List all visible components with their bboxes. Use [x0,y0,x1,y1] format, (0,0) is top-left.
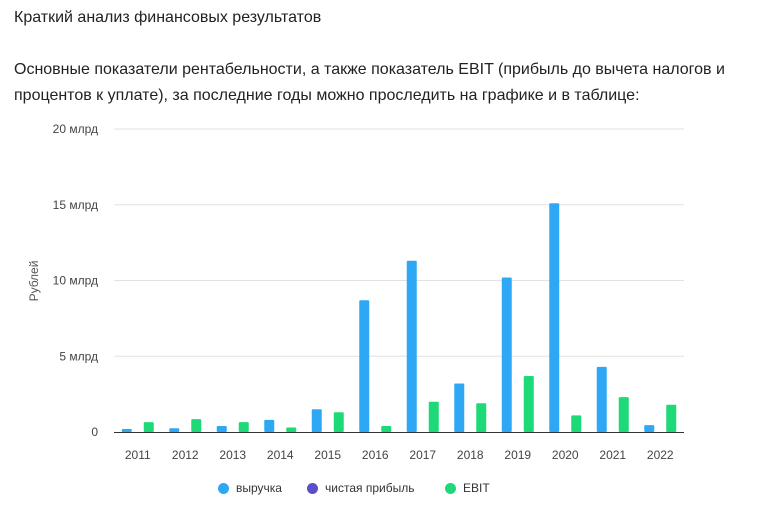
x-tick-label: 2018 [457,448,484,462]
bar-revenue [501,277,512,432]
bar-revenue [596,366,607,432]
bar-ebit [143,422,154,432]
bar-ebit [523,375,534,432]
bar-ebit [191,419,202,432]
y-tick-label: 5 млрд [59,349,98,363]
legend-label: чистая прибыль [325,481,415,495]
bar-revenue [311,409,322,432]
legend-swatch [307,482,318,494]
bar-revenue [264,419,275,432]
bar-revenue [359,300,370,432]
y-tick-label: 0 [91,425,98,439]
y-tick-label: 15 млрд [53,198,98,212]
legend-swatch [218,482,229,494]
bars [121,203,677,432]
bar-ebit [666,404,677,432]
section-heading: Краткий анализ финансовых результатов [14,9,322,26]
bar-revenue [216,425,227,432]
legend-item[interactable]: чистая прибыль [307,481,414,495]
legend-swatch [445,482,456,494]
grid-lines [114,128,684,357]
y-tick-labels: 0 5 млрд 10 млрд 15 млрд 20 млрд [53,122,99,439]
x-tick-label: 2019 [504,448,531,462]
chart-legend: выручка чистая прибыль EBIT [0,481,781,499]
bar-ebit [238,422,249,432]
bar-revenue [454,383,465,432]
x-tick-label: 2012 [172,448,199,462]
bar-revenue [121,428,132,432]
bar-ebit [571,415,582,432]
intro-paragraph: Основные показатели рентабельности, а та… [14,61,725,104]
x-tick-label: 2013 [219,448,246,462]
x-tick-label: 2015 [314,448,341,462]
legend-item[interactable]: выручка [218,481,282,495]
bar-revenue [169,428,180,432]
x-tick-label: 2014 [267,448,294,462]
bar-revenue [644,425,655,432]
bar-ebit [476,403,487,432]
x-tick-label: 2011 [125,448,151,462]
legend-label: выручка [236,481,282,495]
bar-ebit [286,427,297,432]
y-tick-label: 10 млрд [53,274,98,288]
y-axis-label: Рублей [27,261,41,302]
x-tick-label: 2016 [362,448,389,462]
x-tick-label: 2021 [599,448,626,462]
x-tick-label: 2020 [552,448,579,462]
bar-revenue [549,203,560,432]
bar-ebit [618,397,629,432]
bar-ebit [381,425,392,432]
legend-item[interactable]: EBIT [445,481,490,495]
bar-ebit [333,412,344,432]
bar-ebit [428,401,439,432]
legend-label: EBIT [463,481,490,495]
y-tick-label: 20 млрд [53,122,98,136]
x-tick-label: 2022 [647,448,674,462]
x-tick-label: 2017 [409,448,436,462]
bar-revenue [406,260,417,432]
x-tick-labels: 2011 2012 2013 2014 2015 2016 2017 2018 2019 2020… [125,448,674,462]
